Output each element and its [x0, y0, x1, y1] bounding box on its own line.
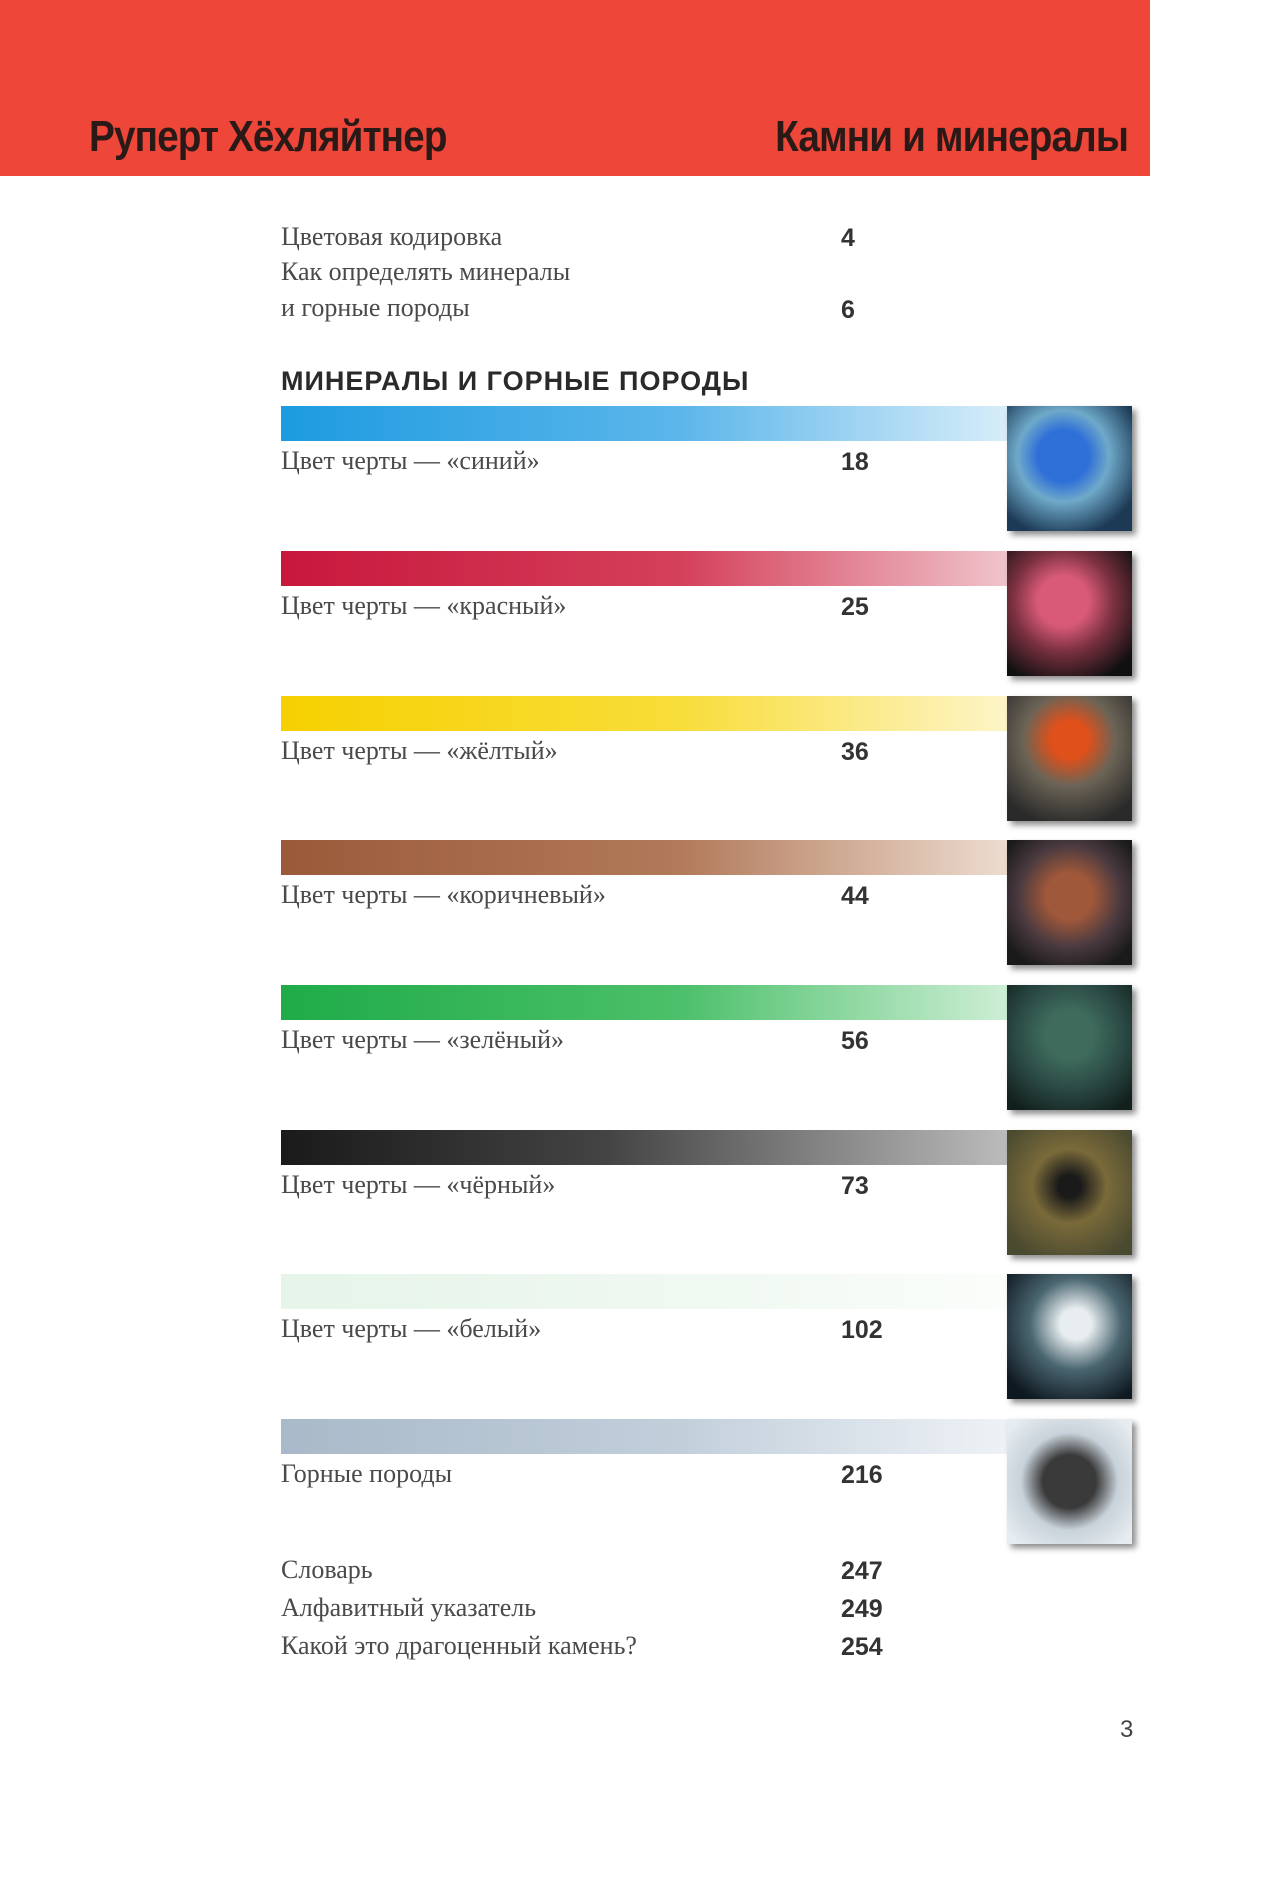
toc-entry: Алфавитный указатель [281, 1593, 537, 1622]
toc-page: 102 [841, 1316, 883, 1344]
mineral-photo [1007, 840, 1132, 965]
color-bar [281, 985, 1007, 1020]
toc-entry: Цвет черты — «чёрный» [281, 1170, 556, 1199]
color-bar [281, 840, 1007, 875]
toc-entry: Цвет черты — «белый» [281, 1314, 542, 1343]
toc-page: 73 [841, 1172, 869, 1200]
toc-group: Цвет черты — «коричневый» 44 [0, 840, 1280, 965]
toc-page: 18 [841, 448, 869, 476]
toc-page: 36 [841, 738, 869, 766]
mineral-photo [1007, 1419, 1132, 1544]
toc-group: Цвет черты — «жёлтый» 36 [0, 696, 1280, 821]
toc-page: 247 [841, 1557, 883, 1585]
toc-entry: и горные породы [281, 293, 470, 322]
toc-page: 249 [841, 1595, 883, 1623]
toc-group: Цвет черты — «красный» 25 [0, 551, 1280, 676]
toc-entry: Горные породы [281, 1459, 453, 1488]
toc-group: Цвет черты — «белый» 102 [0, 1274, 1280, 1399]
toc-page: 6 [841, 296, 855, 324]
color-bar [281, 696, 1007, 731]
toc-entry: Какой это драгоценный камень? [281, 1631, 637, 1660]
toc-group: Цвет черты — «синий» 18 [0, 406, 1280, 531]
color-bar [281, 1419, 1007, 1454]
mineral-photo [1007, 1274, 1132, 1399]
color-bar [281, 406, 1007, 441]
mineral-photo [1007, 696, 1132, 821]
mineral-photo [1007, 406, 1132, 531]
toc-entry: Цвет черты — «красный» [281, 591, 567, 620]
section-heading: МИНЕРАЛЫ И ГОРНЫЕ ПОРОДЫ [281, 366, 750, 396]
toc-entry: Цвет черты — «жёлтый» [281, 736, 558, 765]
toc-page: 44 [841, 882, 869, 910]
toc-group: Цвет черты — «чёрный» 73 [0, 1130, 1280, 1255]
book-title: Камни и минералы [775, 112, 1129, 161]
toc-entry: Цветовая кодировка [281, 222, 503, 251]
mineral-photo [1007, 551, 1132, 676]
toc-entry: Цвет черты — «зелёный» [281, 1025, 565, 1054]
toc-entry: Как определять минералы [281, 257, 571, 286]
toc-entry: Цвет черты — «коричневый» [281, 880, 606, 909]
mineral-photo [1007, 985, 1132, 1110]
author: Руперт Хёхляйтнер [89, 112, 447, 161]
page-number: 3 [1120, 1716, 1134, 1743]
toc-page: 25 [841, 593, 869, 621]
toc-group: Горные породы 216 [0, 1419, 1280, 1544]
toc-group: Цвет черты — «зелёный» 56 [0, 985, 1280, 1110]
toc-entry: Словарь [281, 1555, 373, 1584]
toc-page: 216 [841, 1461, 883, 1489]
toc-entry: Цвет черты — «синий» [281, 446, 540, 475]
toc-page: 254 [841, 1633, 883, 1661]
toc-page: 4 [841, 224, 855, 252]
color-bar [281, 1274, 1007, 1309]
toc-page: 56 [841, 1027, 869, 1055]
color-bar [281, 1130, 1007, 1165]
mineral-photo [1007, 1130, 1132, 1255]
header-band: Руперт Хёхляйтнер Камни и минералы [0, 0, 1150, 176]
color-bar [281, 551, 1007, 586]
